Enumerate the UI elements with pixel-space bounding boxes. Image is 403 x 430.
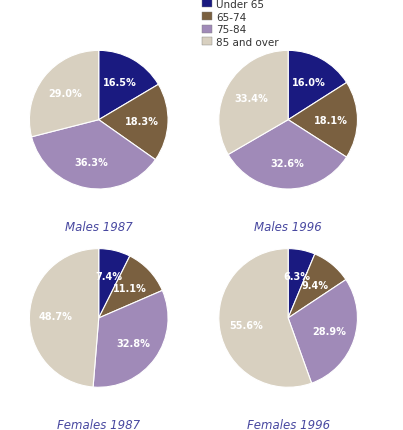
Wedge shape bbox=[219, 51, 288, 155]
Text: Females 1987: Females 1987 bbox=[57, 418, 140, 430]
Text: 18.3%: 18.3% bbox=[125, 117, 159, 127]
Wedge shape bbox=[288, 51, 347, 120]
Wedge shape bbox=[228, 120, 347, 190]
Text: 16.5%: 16.5% bbox=[103, 78, 137, 88]
Text: 36.3%: 36.3% bbox=[74, 157, 108, 168]
Legend: Under 65, 65-74, 75-84, 85 and over: Under 65, 65-74, 75-84, 85 and over bbox=[202, 0, 279, 48]
Text: 33.4%: 33.4% bbox=[234, 94, 268, 104]
Text: 11.1%: 11.1% bbox=[113, 284, 147, 294]
Text: Males 1996: Males 1996 bbox=[254, 221, 322, 233]
Text: 28.9%: 28.9% bbox=[312, 327, 346, 337]
Wedge shape bbox=[31, 120, 156, 190]
Wedge shape bbox=[29, 51, 99, 138]
Text: 29.0%: 29.0% bbox=[48, 89, 82, 99]
Wedge shape bbox=[288, 280, 357, 383]
Wedge shape bbox=[288, 83, 357, 158]
Wedge shape bbox=[288, 255, 346, 318]
Wedge shape bbox=[29, 249, 99, 387]
Text: 16.0%: 16.0% bbox=[292, 78, 326, 88]
Wedge shape bbox=[288, 249, 315, 318]
Text: 55.6%: 55.6% bbox=[229, 321, 263, 331]
Text: 9.4%: 9.4% bbox=[302, 280, 329, 290]
Text: Females 1996: Females 1996 bbox=[247, 418, 330, 430]
Text: Males 1987: Males 1987 bbox=[65, 221, 133, 233]
Text: 32.6%: 32.6% bbox=[270, 158, 304, 168]
Wedge shape bbox=[99, 256, 162, 318]
Text: 32.8%: 32.8% bbox=[117, 338, 151, 348]
Wedge shape bbox=[219, 249, 312, 387]
Text: 18.1%: 18.1% bbox=[314, 116, 348, 126]
Wedge shape bbox=[99, 249, 130, 318]
Wedge shape bbox=[93, 291, 168, 387]
Text: 6.3%: 6.3% bbox=[283, 271, 310, 281]
Wedge shape bbox=[99, 51, 158, 120]
Text: 7.4%: 7.4% bbox=[95, 271, 122, 282]
Text: 48.7%: 48.7% bbox=[39, 311, 73, 322]
Wedge shape bbox=[99, 85, 168, 160]
